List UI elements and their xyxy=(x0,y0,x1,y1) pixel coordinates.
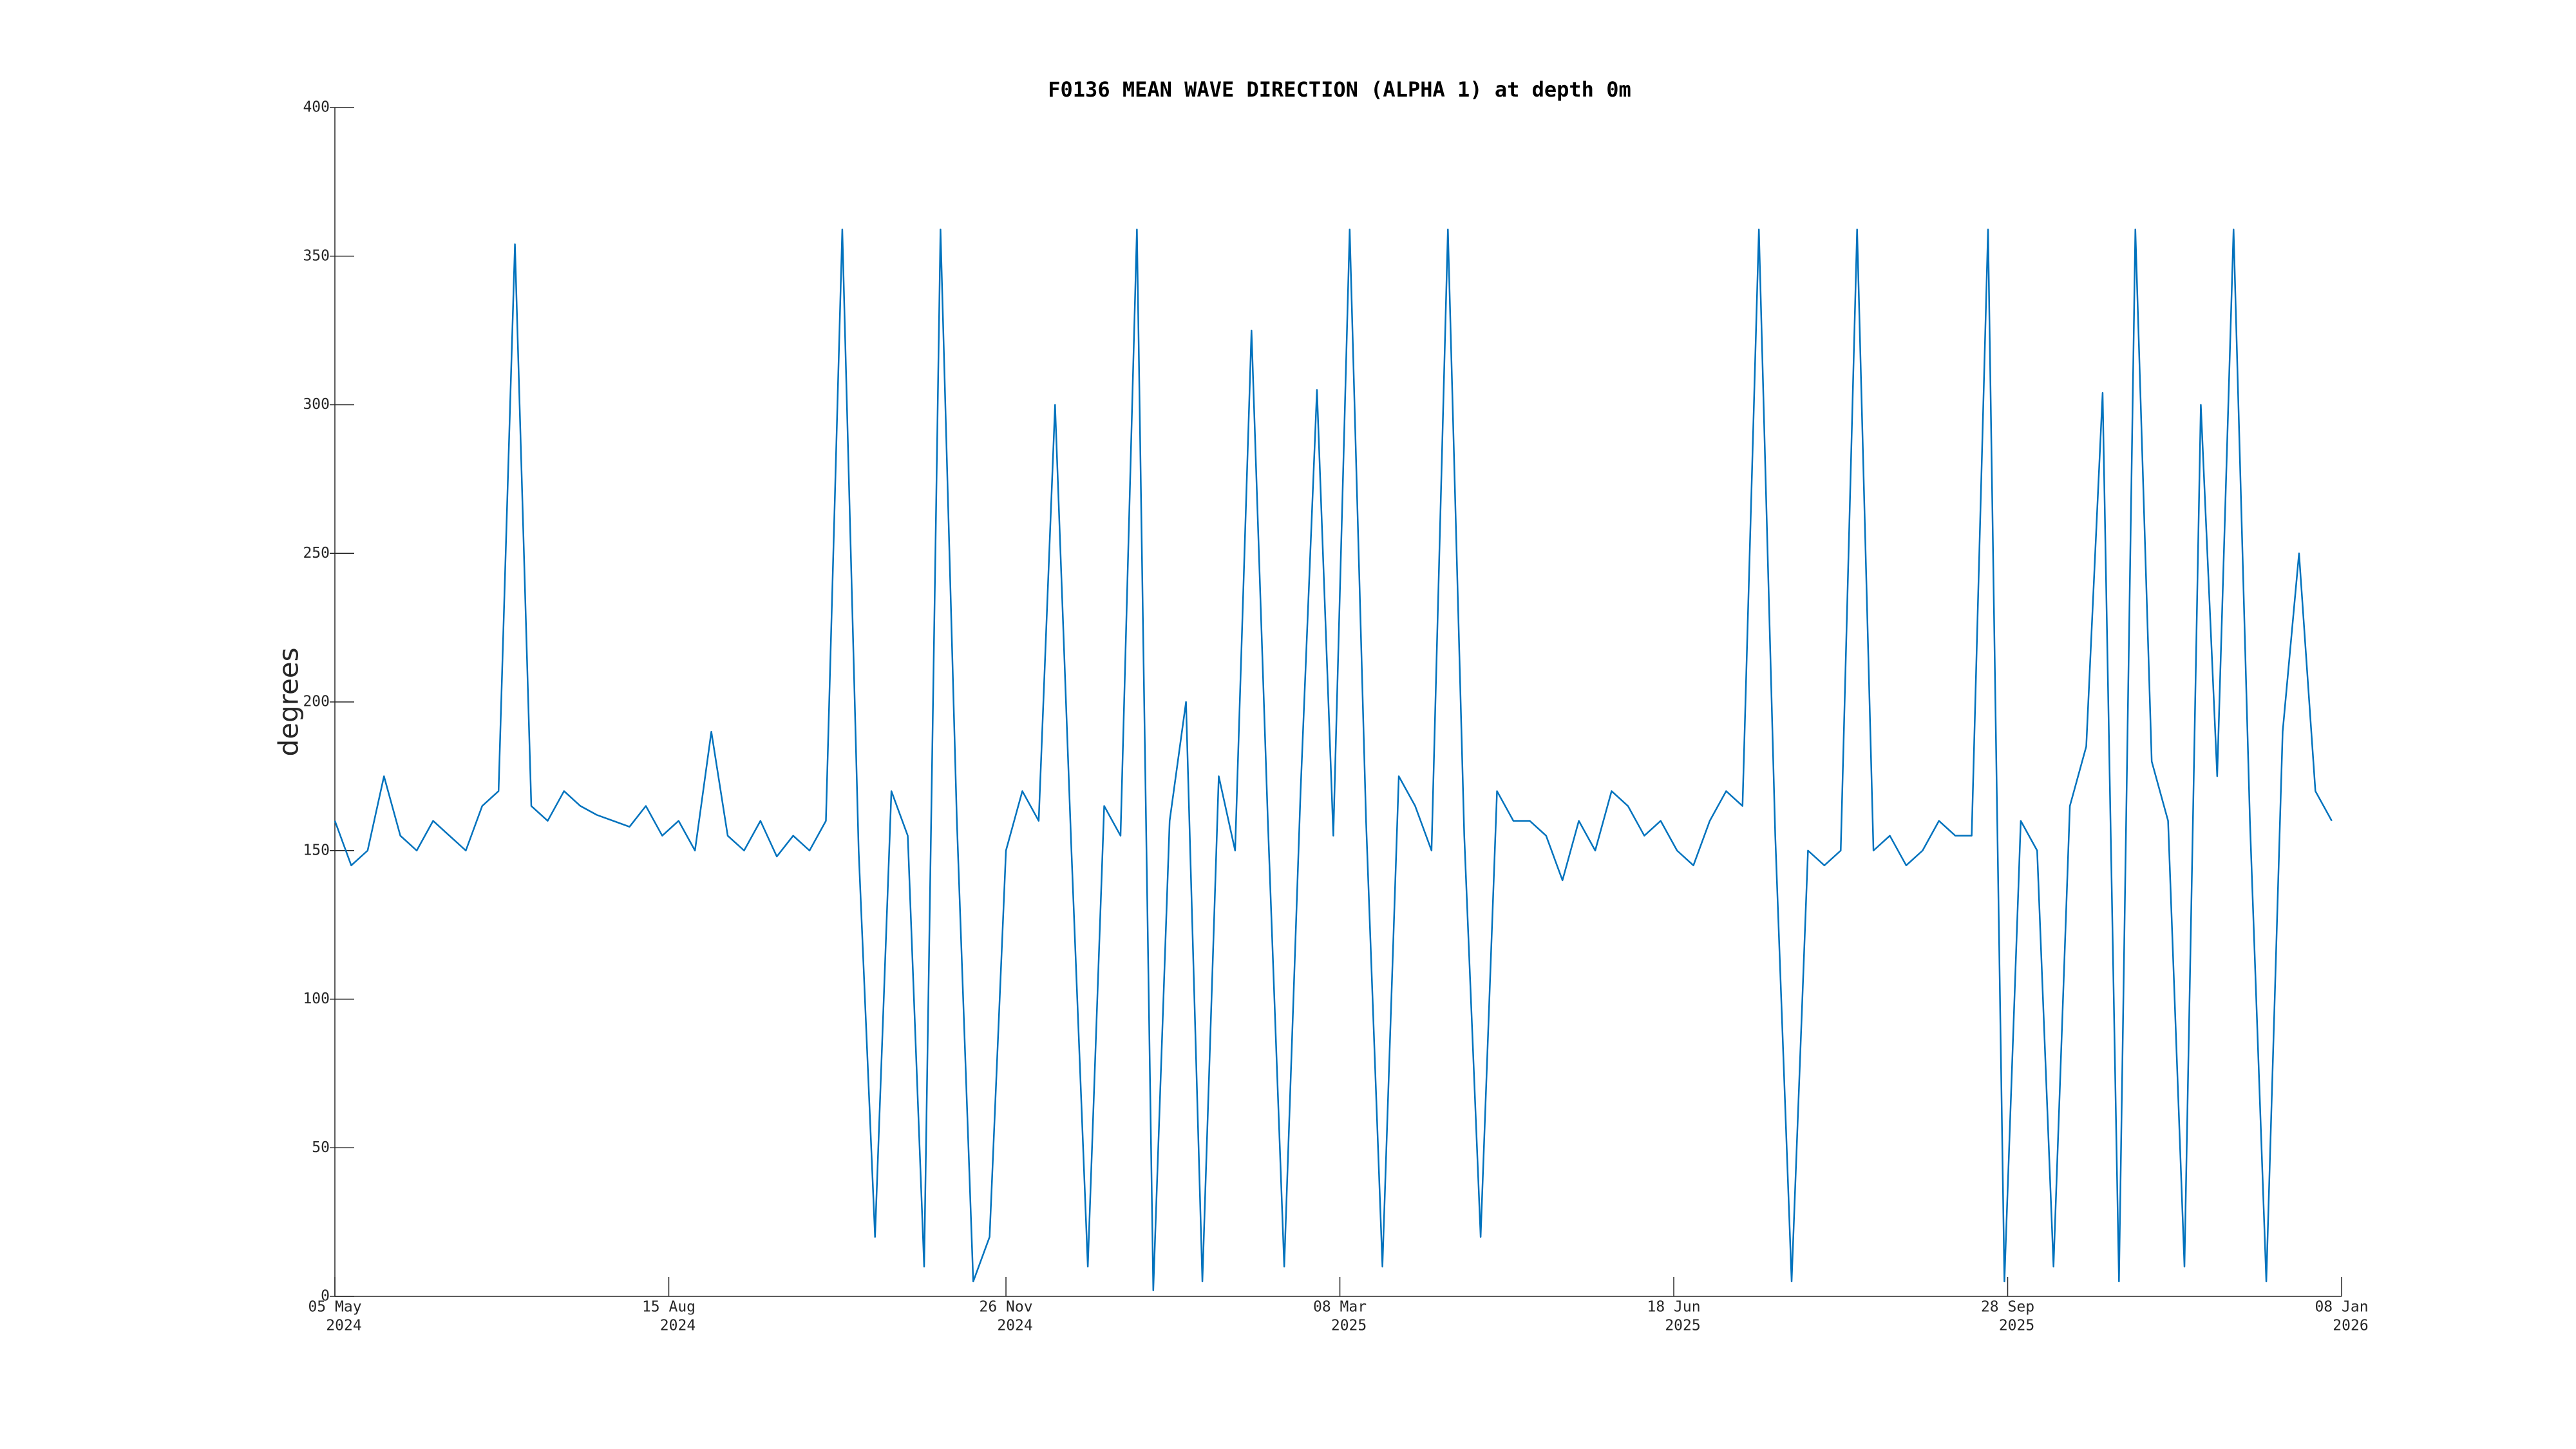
x-tick-label: 2025 xyxy=(1331,1318,1367,1334)
y-tick-label: 200 xyxy=(303,694,330,710)
x-tick-label: 08 Jan xyxy=(2315,1299,2368,1316)
y-tick-label: 50 xyxy=(312,1139,330,1156)
y-tick-label: 400 xyxy=(303,99,330,116)
y-tick-label: 0 xyxy=(321,1288,330,1305)
x-tick-label: 2024 xyxy=(660,1318,696,1334)
x-tick-label: 2024 xyxy=(326,1318,361,1334)
x-tick-label: 26 Nov xyxy=(980,1299,1033,1316)
y-axis-label: degrees xyxy=(273,647,305,756)
x-tick-label: 2025 xyxy=(1665,1318,1700,1334)
y-tick-label: 100 xyxy=(303,990,330,1007)
x-tick-label: 2024 xyxy=(997,1318,1032,1334)
y-tick-label: 350 xyxy=(303,247,330,264)
x-tick-label: 2026 xyxy=(2333,1318,2368,1334)
data-line xyxy=(334,228,2333,1292)
y-tick-label: 250 xyxy=(303,545,330,562)
x-tick-label: 05 May xyxy=(308,1299,361,1316)
x-tick-label: 28 Sep xyxy=(1981,1299,2034,1316)
y-tick-label: 150 xyxy=(303,842,330,858)
x-tick-label: 15 Aug xyxy=(642,1299,696,1316)
x-tick-label: 18 Jun xyxy=(1647,1299,1700,1316)
x-tick-label: 2025 xyxy=(1999,1318,2034,1334)
chart-title: F0136 MEAN WAVE DIRECTION (ALPHA 1) at d… xyxy=(1048,77,1631,102)
y-tick-label: 300 xyxy=(303,396,330,413)
x-tick-label: 08 Mar xyxy=(1313,1299,1367,1316)
